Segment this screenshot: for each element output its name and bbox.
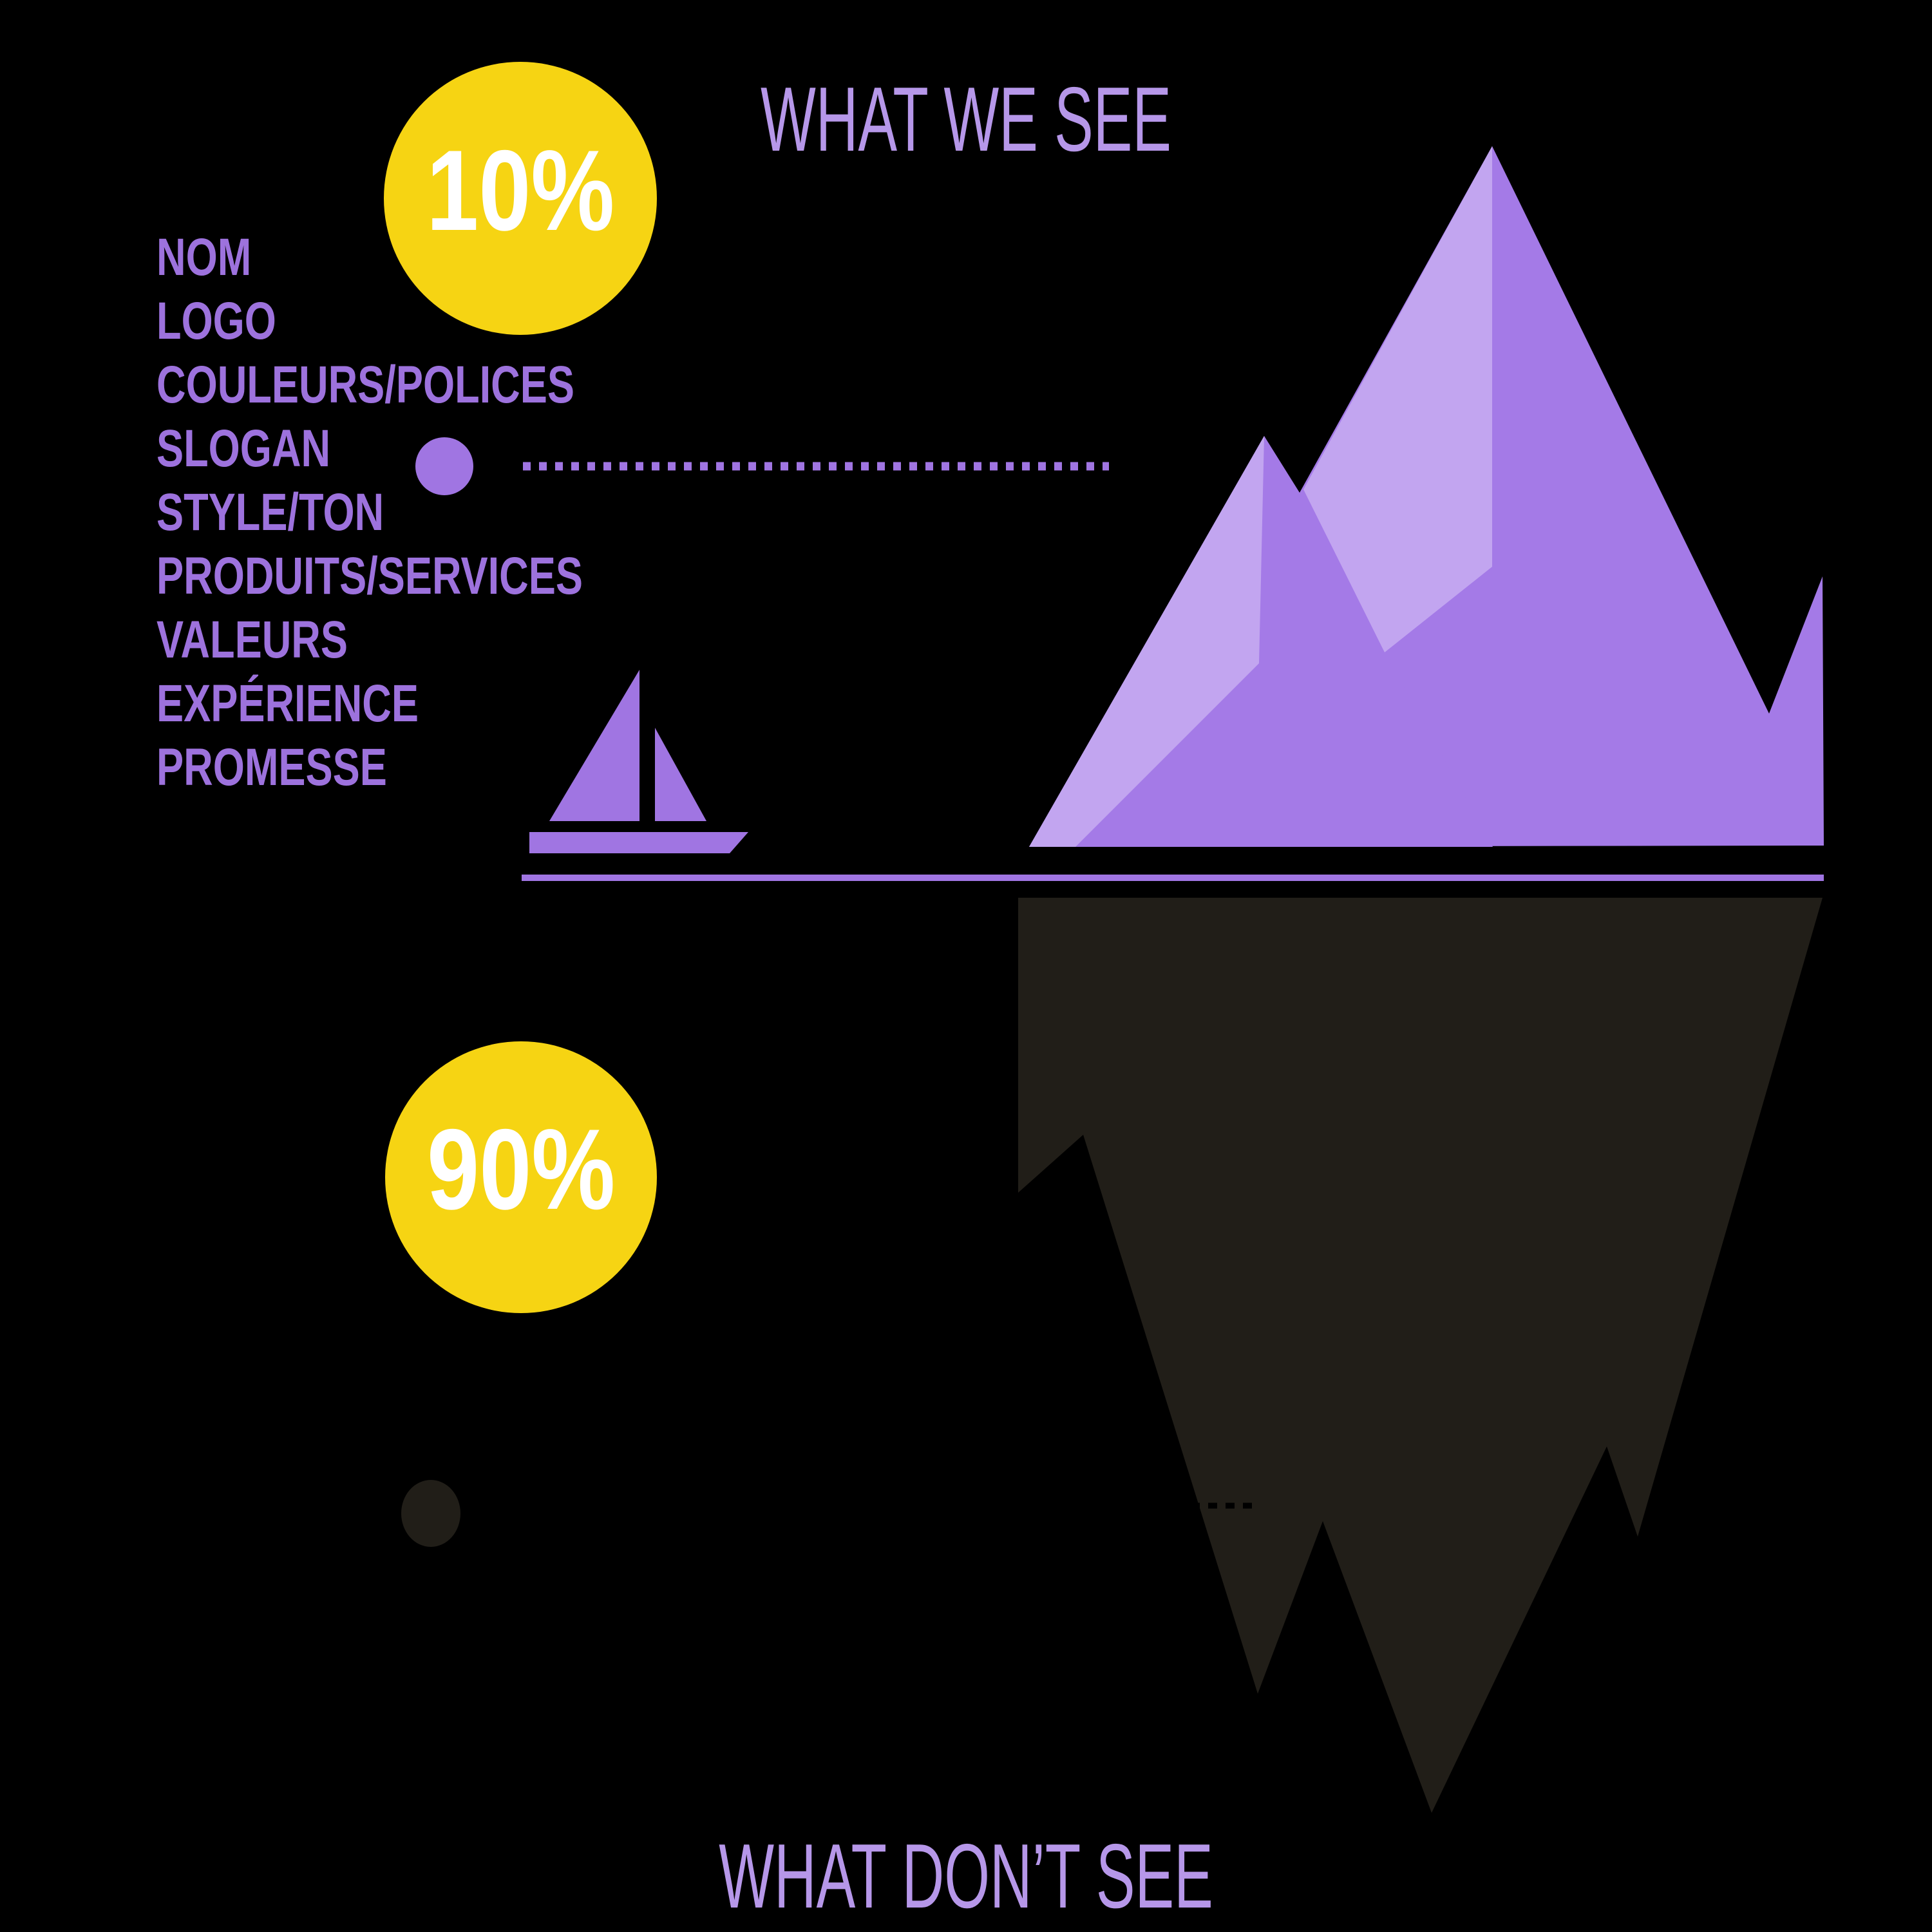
list-item: STYLE/TON <box>156 483 384 542</box>
hidden-percentage-badge: 90% <box>385 1041 657 1313</box>
iceberg-left-peak-highlight <box>1029 436 1264 847</box>
sailboat-jib <box>655 728 706 821</box>
iceberg-main-peak-highlight <box>1303 146 1492 652</box>
list-item: LOGO <box>156 292 276 350</box>
list-item: PRODUITS/SERVICES <box>156 547 583 605</box>
dot-marker-icon <box>415 437 473 495</box>
dot-marker-icon <box>401 1480 460 1547</box>
sailboat-hull <box>529 832 748 853</box>
visible-percentage-label: 10% <box>426 126 615 254</box>
waterline <box>522 875 1824 881</box>
hidden-percentage-label: 90% <box>426 1104 616 1233</box>
title-what-dont-see: WHAT DON’T SEE <box>719 1825 1213 1927</box>
list-item: EXPÉRIENCE <box>156 674 419 733</box>
list-item: NOM <box>156 228 252 287</box>
list-item: COULEURS/POLICES <box>156 355 575 414</box>
sailboat-mainsail <box>549 670 639 821</box>
list-item: SLOGAN <box>156 419 331 478</box>
brand-attributes-list: NOM LOGO COULEURS/POLICES SLOGAN STYLE/T… <box>156 225 583 799</box>
list-item: PROMESSE <box>156 738 387 797</box>
list-item: VALEURS <box>156 611 348 669</box>
title-what-we-see: WHAT WE SEE <box>761 68 1171 171</box>
iceberg-below-icon <box>1018 898 1823 1813</box>
sailboat-icon <box>529 670 748 853</box>
visible-percentage-badge: 10% <box>384 62 657 335</box>
